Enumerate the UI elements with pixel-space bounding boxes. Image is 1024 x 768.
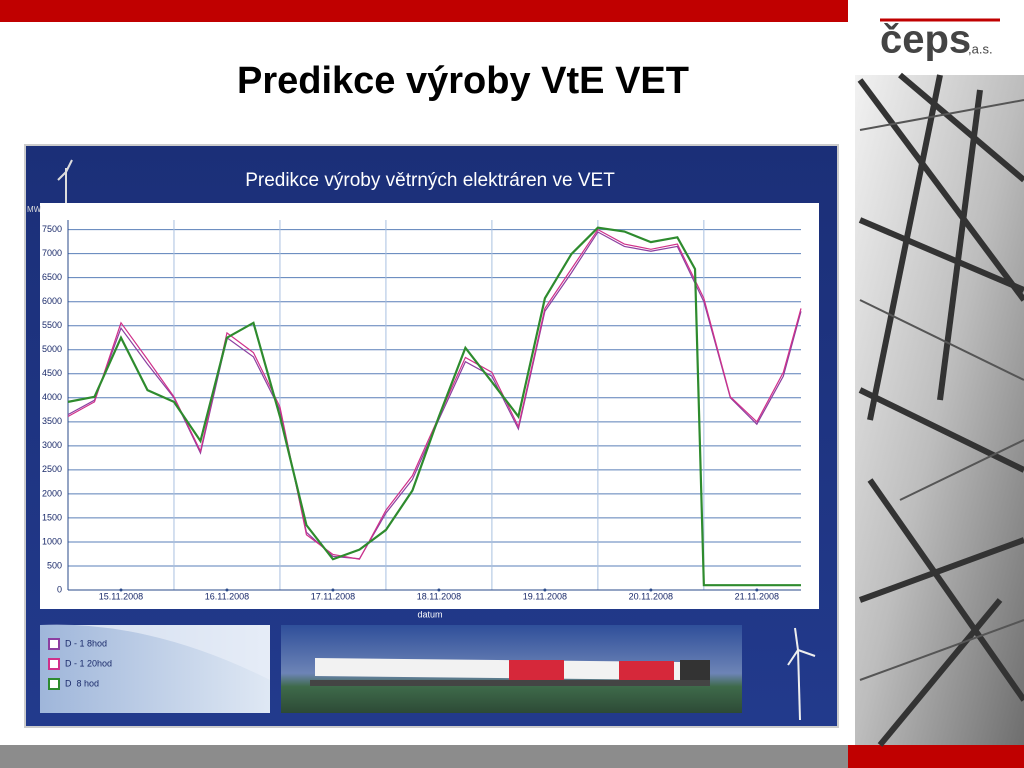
y-axis-label: MW [27, 205, 42, 214]
y-tick-label: 3000 [42, 440, 62, 450]
y-tick-label: 4000 [42, 392, 62, 402]
tower-image [855, 72, 1024, 747]
legend-label: D - 1 20hod [65, 658, 112, 668]
legend-label: D 8 hod [65, 678, 99, 688]
x-tick-label: 17.11.2008 [311, 591, 355, 601]
y-tick-label: 2000 [42, 488, 62, 498]
transport-photo [281, 625, 742, 713]
top-bar [0, 0, 848, 22]
y-tick-label: 7000 [42, 248, 62, 258]
legend-label: D - 1 8hod [65, 638, 107, 648]
x-tick-mark [543, 588, 547, 592]
x-tick-label: 19.11.2008 [523, 591, 567, 601]
y-tick-label: 1500 [42, 512, 62, 522]
x-tick-label: 15.11.2008 [99, 591, 143, 601]
logo-name: čeps [880, 18, 971, 62]
x-tick-label: 16.11.2008 [205, 591, 249, 601]
legend-decor [40, 624, 270, 680]
legend-swatch [48, 678, 60, 690]
x-tick-label: 20.11.2008 [629, 591, 673, 601]
y-tick-label: 2500 [42, 464, 62, 474]
bottom-bar [0, 745, 848, 768]
x-axis-label: datum [417, 609, 442, 619]
x-tick-mark [755, 588, 759, 592]
y-tick-label: 7500 [42, 224, 62, 234]
chart-title: Predikce výroby větrných elektráren ve V… [245, 170, 615, 191]
series-line [67, 226, 801, 587]
y-tick-label: 5500 [42, 320, 62, 330]
slide-title: Predikce výroby VtE VET [237, 60, 689, 102]
x-tick-mark [437, 588, 441, 592]
legend-swatch [48, 658, 60, 670]
bottom-accent [848, 745, 1024, 768]
y-tick-label: 4500 [42, 368, 62, 378]
small-turbine [787, 627, 816, 721]
x-tick-mark [331, 588, 335, 592]
y-tick-label: 3500 [42, 416, 62, 426]
x-tick-mark [649, 588, 653, 592]
y-tick-label: 1000 [42, 536, 62, 546]
x-tick-label: 18.11.2008 [417, 591, 461, 601]
y-tick-label: 500 [47, 560, 62, 570]
legend: D - 1 8hod D - 1 20hod D 8 hod [48, 638, 112, 690]
y-tick-label: 5000 [42, 344, 62, 354]
turbine-icon [57, 159, 73, 203]
y-tick-label: 6000 [42, 296, 62, 306]
plot: 0 500 1000 1500 2000 2500 3000 3500 4000 4500 5000… [42, 220, 802, 601]
x-tick-mark [119, 588, 123, 592]
logo-suffix: ,a.s. [968, 41, 993, 56]
y-tick-label: 0 [57, 584, 62, 594]
legend-swatch [48, 638, 60, 650]
logo: čeps ,a.s. [880, 18, 1000, 62]
x-tick-label: 21.11.2008 [735, 591, 779, 601]
y-tick-label: 6500 [42, 272, 62, 282]
x-tick-mark [225, 588, 229, 592]
